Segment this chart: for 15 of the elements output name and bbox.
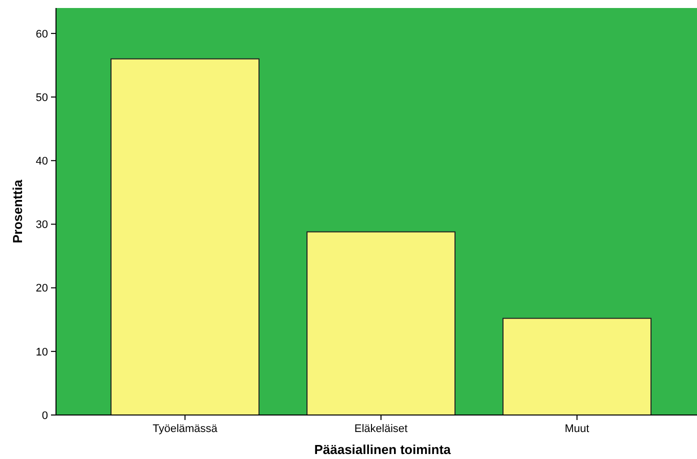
bar <box>110 58 260 416</box>
x-tick-label: Eläkeläiset <box>354 423 408 435</box>
bar <box>502 318 652 416</box>
y-tick-label: 20 <box>36 282 48 295</box>
y-tick-label: 40 <box>36 155 48 168</box>
y-tick-label: 10 <box>36 346 48 358</box>
y-tick-label: 50 <box>36 92 48 104</box>
x-tick-label: Työelämässä <box>152 423 218 435</box>
bar <box>306 231 456 416</box>
y-tick-label: 0 <box>42 410 48 422</box>
x-axis-title: Pääasiallinen toiminta <box>314 442 452 457</box>
y-tick-label: 60 <box>36 28 48 40</box>
y-tick-label: 30 <box>36 219 48 232</box>
x-tick-label: Muut <box>564 423 590 435</box>
y-axis-title: Prosenttia <box>10 178 25 244</box>
